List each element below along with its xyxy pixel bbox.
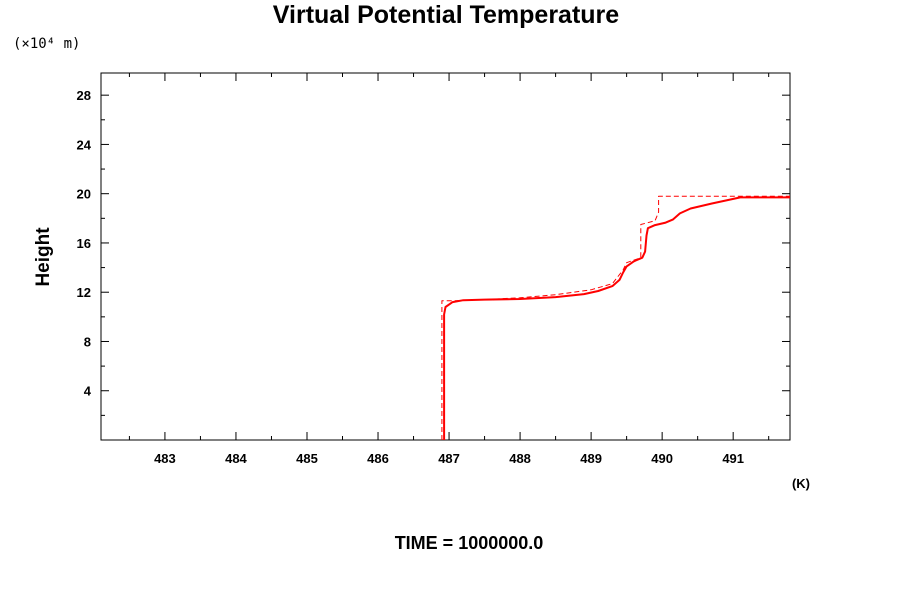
x-tick-label: 489: [580, 451, 602, 466]
y-tick-label: 28: [77, 88, 91, 103]
y-tick-label: 4: [84, 384, 92, 399]
y-axis-label: Height: [33, 227, 54, 287]
y-tick-label: 20: [77, 187, 91, 202]
y-tick-label: 16: [77, 236, 91, 251]
x-tick-label: 486: [367, 451, 389, 466]
y-tick-label: 24: [77, 137, 92, 152]
x-tick-label: 483: [154, 451, 176, 466]
x-tick-label: 484: [225, 451, 247, 466]
x-tick-label: 487: [438, 451, 460, 466]
x-tick-label: 491: [722, 451, 744, 466]
x-tick-label: 490: [651, 451, 673, 466]
y-tick-label: 12: [77, 285, 91, 300]
y-tick-label: 8: [84, 334, 91, 349]
time-footer: TIME = 1000000.0: [395, 533, 544, 553]
x-tick-label: 485: [296, 451, 318, 466]
x-axis-unit: (K): [792, 476, 810, 491]
plot-area: 483 484 485 486 487 488 489 490 491 4 8 12 16 20 24 28: [77, 72, 791, 466]
y-axis-unit: (×10⁴ m): [13, 36, 80, 52]
series-line-solid: [443, 196, 790, 440]
x-tick-label: 488: [509, 451, 531, 466]
plot-frame: [100, 72, 791, 441]
series-line-dashed: [441, 195, 790, 440]
chart-title: Virtual Potential Temperature: [273, 1, 619, 29]
